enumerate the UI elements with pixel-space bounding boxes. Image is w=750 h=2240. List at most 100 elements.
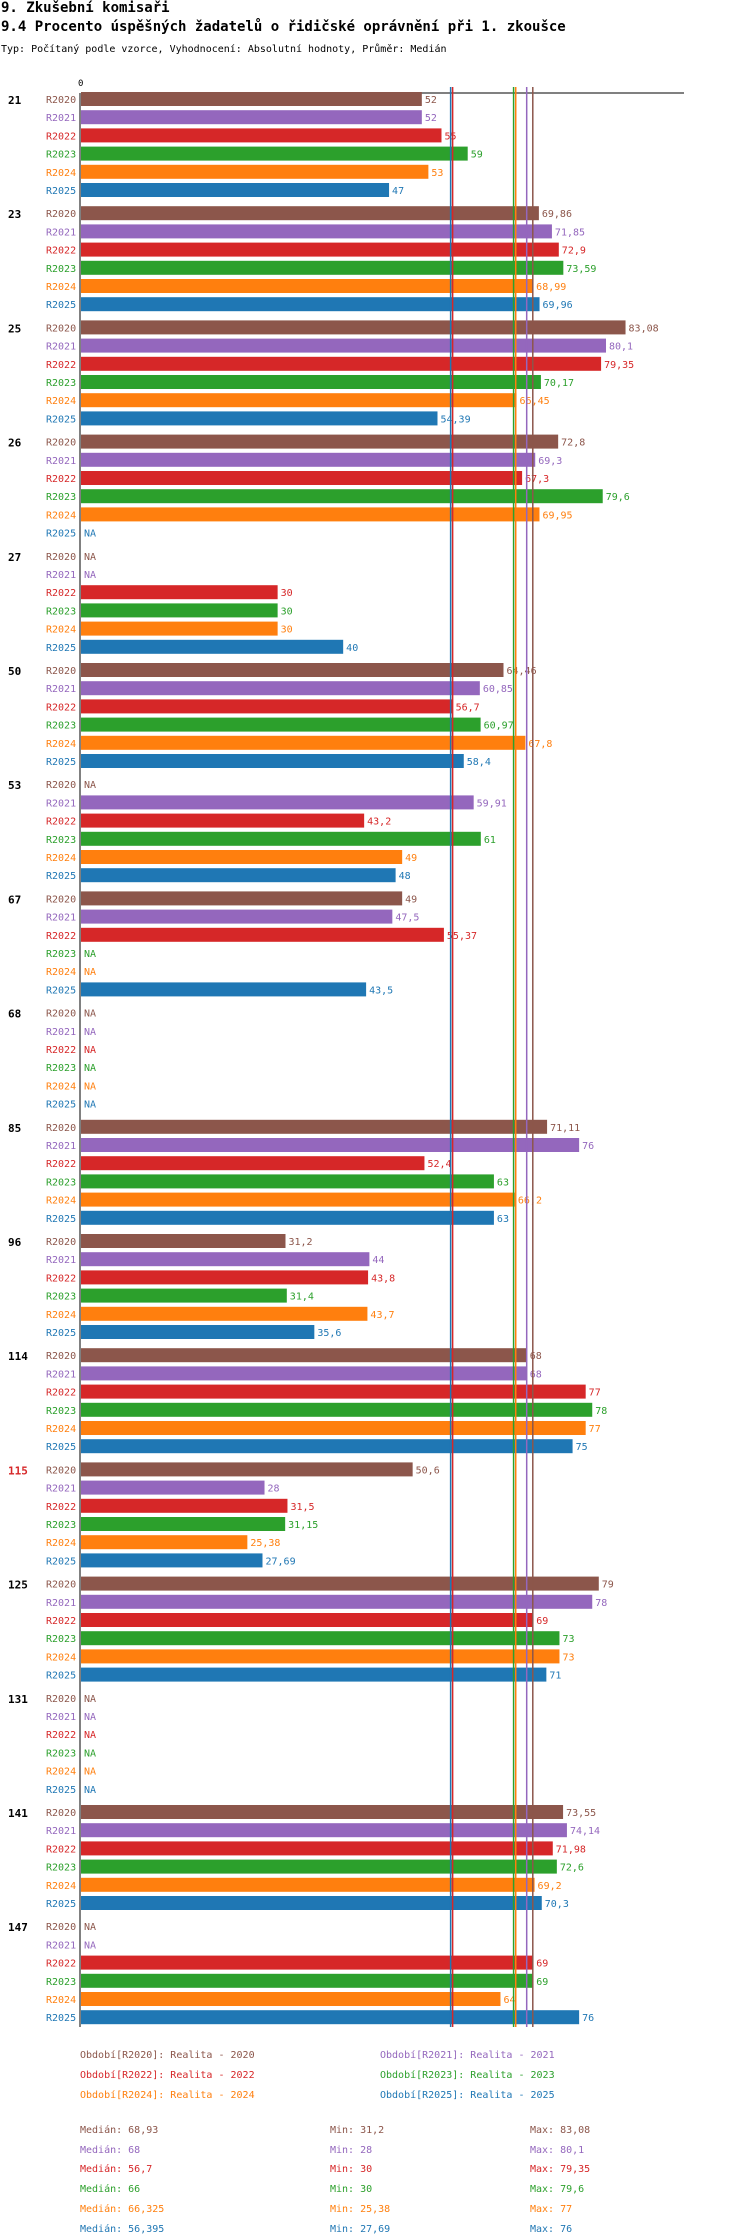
value-label-96-R2025: 35,6 (317, 1328, 341, 1339)
bar-114-R2022 (81, 1384, 586, 1399)
series-label-115-R2023: R2023 (46, 1520, 76, 1531)
value-label-96-R2021: 44 (372, 1255, 384, 1266)
series-label-85-R2021: R2021 (46, 1141, 76, 1152)
na-label-147-R2021: NA (84, 1940, 96, 1951)
chart-subtitle: Typ: Počítaný podle vzorce, Vyhodnocení:… (1, 44, 447, 55)
series-label-141-R2022: R2022 (46, 1844, 76, 1855)
value-label-23-R2022: 72,9 (562, 246, 586, 257)
series-label-27-R2023: R2023 (46, 606, 76, 617)
series-label-141-R2021: R2021 (46, 1826, 76, 1837)
series-label-96-R2022: R2022 (46, 1273, 76, 1284)
bar-96-R2025 (81, 1325, 315, 1339)
legend-item-R2023: Období[R2023]: Realita - 2023 (380, 2070, 555, 2081)
na-label-26-R2025: NA (84, 529, 96, 540)
bar-114-R2024 (81, 1421, 586, 1435)
bar-27-R2025 (81, 639, 344, 654)
bar-114-R2025 (81, 1439, 573, 1454)
bar-23-R2021 (81, 224, 552, 239)
series-label-141-R2025: R2025 (46, 1899, 76, 1910)
series-label-23-R2020: R2020 (46, 209, 76, 220)
series-label-147-R2023: R2023 (46, 1977, 76, 1988)
value-label-85-R2025: 63 (497, 1214, 509, 1225)
value-label-125-R2023: 73 (562, 1634, 574, 1645)
value-label-23-R2023: 73,59 (566, 264, 596, 275)
bar-25-R2024 (81, 393, 517, 408)
stat-max-R2025: Max: 76 (530, 2223, 573, 2235)
series-label-26-R2023: R2023 (46, 492, 76, 503)
bar-114-R2023 (81, 1402, 593, 1417)
bar-21-R2025 (81, 183, 390, 197)
bar-50-R2025 (81, 754, 464, 768)
bar-125-R2024 (81, 1649, 560, 1664)
series-label-141-R2023: R2023 (46, 1863, 76, 1874)
value-label-114-R2023: 78 (595, 1406, 607, 1417)
value-label-147-R2025: 76 (582, 2013, 594, 2024)
group-label-27: 27 (8, 551, 21, 564)
bar-85-R2021 (81, 1138, 580, 1152)
na-label-131-R2021: NA (84, 1712, 96, 1723)
series-label-131-R2020: R2020 (46, 1694, 76, 1705)
value-label-53-R2021: 59,91 (477, 798, 507, 809)
value-label-50-R2024: 67,8 (528, 739, 552, 750)
value-label-50-R2020: 64,46 (506, 666, 536, 677)
series-label-115-R2025: R2025 (46, 1556, 76, 1567)
bar-26-R2021 (81, 452, 536, 467)
value-label-114-R2022: 77 (589, 1388, 601, 1399)
series-label-67-R2021: R2021 (46, 913, 76, 924)
na-label-67-R2024: NA (84, 967, 96, 978)
series-label-23-R2023: R2023 (46, 264, 76, 275)
series-label-53-R2023: R2023 (46, 835, 76, 846)
series-label-26-R2022: R2022 (46, 474, 76, 485)
bar-96-R2022 (81, 1270, 369, 1285)
value-label-25-R2022: 79,35 (604, 360, 634, 371)
value-label-25-R2021: 80,1 (609, 342, 633, 353)
bar-115-R2024 (81, 1535, 248, 1550)
bar-27-R2023 (81, 603, 278, 618)
group-label-21: 21 (8, 94, 22, 107)
series-label-25-R2022: R2022 (46, 360, 76, 371)
section-title: 9. Zkušební komisaři (1, 0, 170, 16)
bar-147-R2025 (81, 2010, 580, 2025)
value-label-26-R2020: 72,8 (561, 438, 585, 449)
stat-min-R2024: Min: 25,38 (330, 2203, 391, 2215)
value-label-25-R2020: 83,08 (629, 323, 659, 334)
series-label-68-R2021: R2021 (46, 1027, 76, 1038)
value-label-67-R2020: 49 (405, 894, 417, 905)
na-label-68-R2020: NA (84, 1009, 96, 1020)
group-label-50: 50 (8, 665, 21, 678)
stat-median-R2021: Medián: 68 (80, 2144, 141, 2156)
bar-67-R2020 (81, 891, 403, 906)
series-label-85-R2023: R2023 (46, 1177, 76, 1188)
legend-item-R2020: Období[R2020]: Realita - 2020 (80, 2050, 255, 2061)
stat-min-R2025: Min: 27,69 (330, 2223, 391, 2235)
value-label-96-R2022: 43,8 (371, 1273, 395, 1284)
series-label-68-R2022: R2022 (46, 1045, 76, 1056)
stat-median-R2022: Medián: 56,7 (80, 2164, 153, 2176)
value-label-85-R2024: 66,2 (518, 1196, 542, 1207)
legend-item-R2024: Období[R2024]: Realita - 2024 (80, 2090, 255, 2101)
value-label-85-R2023: 63 (497, 1177, 509, 1188)
bar-50-R2020 (81, 663, 504, 677)
value-label-125-R2022: 69 (536, 1616, 548, 1627)
value-label-27-R2022: 30 (281, 588, 293, 599)
bar-25-R2020 (81, 320, 626, 335)
na-label-131-R2023: NA (84, 1748, 96, 1759)
series-label-50-R2022: R2022 (46, 702, 76, 713)
series-label-23-R2024: R2024 (46, 282, 76, 293)
na-label-27-R2020: NA (84, 552, 96, 563)
group-label-25: 25 (8, 322, 21, 335)
bar-23-R2022 (81, 242, 559, 257)
series-label-114-R2023: R2023 (46, 1406, 76, 1417)
stat-max-R2022: Max: 79,35 (530, 2164, 591, 2176)
value-label-26-R2022: 67,3 (525, 474, 549, 485)
value-label-23-R2024: 68,99 (536, 282, 566, 293)
series-label-115-R2022: R2022 (46, 1502, 76, 1513)
bar-96-R2021 (81, 1252, 370, 1267)
bar-27-R2024 (81, 621, 278, 636)
value-label-115-R2025: 27,69 (265, 1556, 295, 1567)
series-label-115-R2021: R2021 (46, 1484, 76, 1495)
value-label-115-R2020: 50,6 (416, 1465, 440, 1476)
bar-25-R2025 (81, 411, 438, 426)
bar-53-R2023 (81, 831, 481, 846)
value-label-25-R2023: 70,17 (544, 378, 574, 389)
